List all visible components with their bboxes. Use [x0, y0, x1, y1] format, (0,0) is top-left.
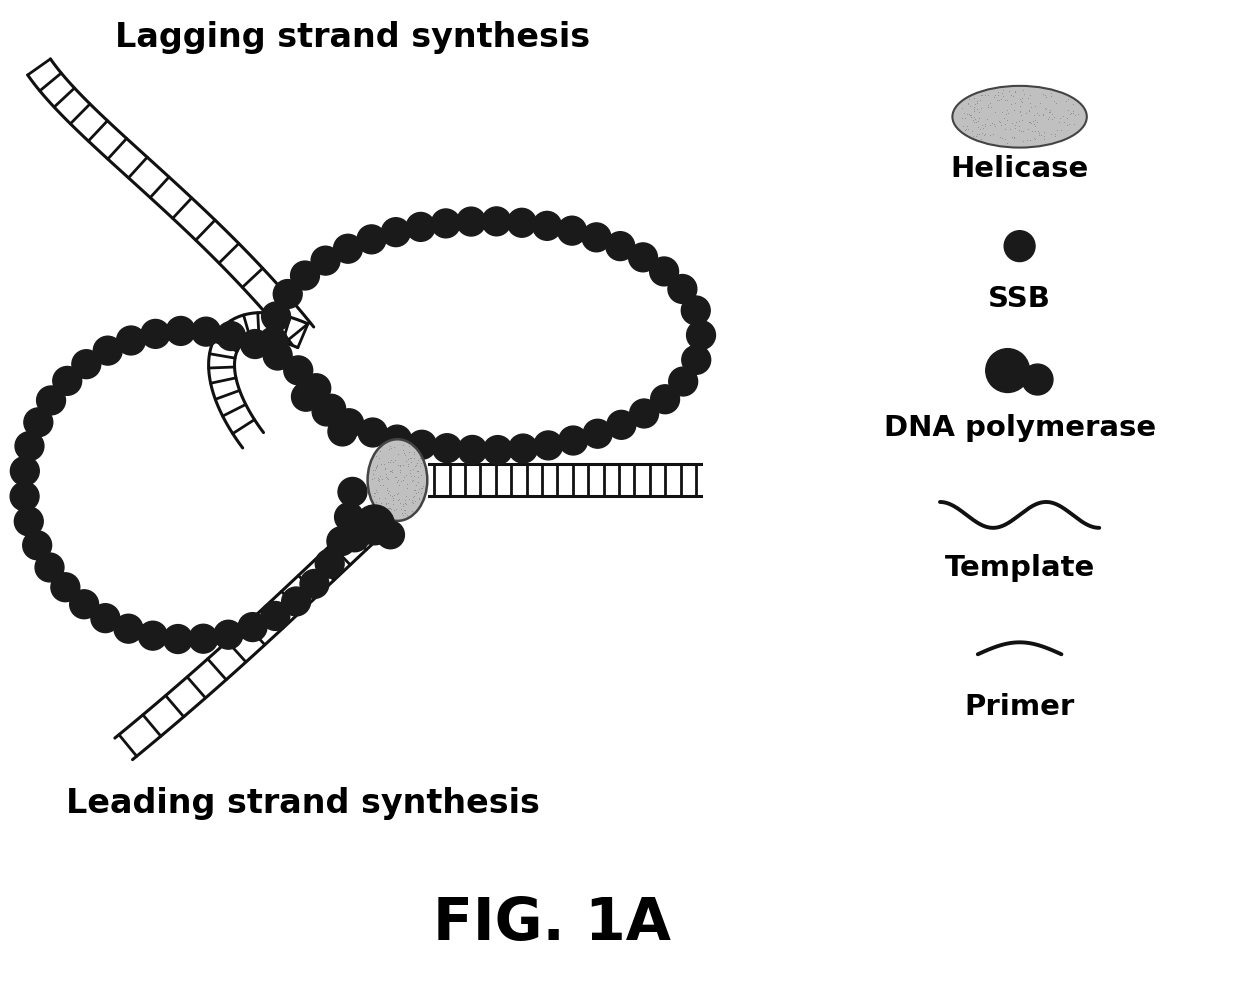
Circle shape — [335, 503, 363, 532]
Circle shape — [327, 527, 356, 555]
Circle shape — [93, 337, 123, 365]
Circle shape — [91, 604, 120, 633]
Text: Primer: Primer — [965, 693, 1075, 721]
Circle shape — [484, 436, 512, 464]
Circle shape — [508, 435, 537, 463]
Circle shape — [407, 213, 435, 242]
Circle shape — [263, 342, 293, 370]
Text: Lagging strand synthesis: Lagging strand synthesis — [115, 21, 590, 53]
Circle shape — [316, 394, 346, 423]
Circle shape — [238, 613, 267, 642]
Circle shape — [262, 302, 290, 331]
Circle shape — [339, 477, 367, 506]
Circle shape — [327, 417, 357, 446]
Text: Leading strand synthesis: Leading strand synthesis — [66, 787, 539, 820]
Circle shape — [606, 411, 636, 440]
Circle shape — [215, 621, 243, 649]
Circle shape — [433, 434, 461, 462]
Text: Helicase: Helicase — [951, 155, 1089, 183]
Circle shape — [432, 209, 460, 238]
Circle shape — [533, 212, 562, 241]
Circle shape — [681, 296, 711, 325]
Text: DNA polymerase: DNA polymerase — [884, 414, 1156, 443]
Circle shape — [311, 247, 340, 275]
Circle shape — [273, 279, 303, 309]
Circle shape — [458, 436, 487, 464]
Circle shape — [72, 349, 100, 378]
Circle shape — [358, 418, 387, 446]
Circle shape — [507, 208, 536, 238]
Circle shape — [15, 432, 43, 460]
Ellipse shape — [367, 440, 428, 521]
Circle shape — [383, 425, 412, 454]
Circle shape — [558, 216, 587, 246]
Circle shape — [606, 232, 635, 260]
Circle shape — [668, 367, 698, 396]
Circle shape — [583, 420, 613, 448]
Circle shape — [300, 569, 329, 598]
Circle shape — [377, 521, 404, 548]
Circle shape — [682, 346, 711, 374]
Circle shape — [37, 386, 66, 415]
Circle shape — [139, 622, 167, 650]
Circle shape — [340, 522, 370, 551]
Circle shape — [687, 321, 715, 349]
Circle shape — [259, 327, 288, 356]
Circle shape — [312, 397, 341, 426]
Circle shape — [290, 261, 320, 290]
Ellipse shape — [952, 86, 1086, 148]
Circle shape — [166, 317, 195, 346]
Circle shape — [357, 225, 386, 253]
Circle shape — [456, 207, 486, 236]
Circle shape — [24, 408, 53, 437]
Circle shape — [408, 431, 436, 459]
Circle shape — [315, 549, 345, 578]
Circle shape — [192, 317, 221, 346]
Circle shape — [53, 366, 82, 395]
Circle shape — [241, 330, 269, 358]
Circle shape — [534, 431, 563, 459]
Circle shape — [260, 602, 290, 631]
Circle shape — [334, 235, 362, 263]
Circle shape — [114, 614, 143, 644]
Circle shape — [482, 207, 511, 236]
Text: FIG. 1A: FIG. 1A — [433, 895, 671, 951]
Circle shape — [51, 573, 79, 602]
Circle shape — [986, 348, 1029, 392]
Circle shape — [1022, 364, 1053, 395]
Circle shape — [35, 553, 64, 582]
Circle shape — [164, 625, 192, 653]
Text: Template: Template — [945, 553, 1095, 582]
Circle shape — [10, 456, 40, 485]
Circle shape — [69, 590, 98, 619]
Circle shape — [217, 322, 246, 350]
Text: SSB: SSB — [988, 285, 1052, 313]
Circle shape — [355, 505, 394, 545]
Circle shape — [281, 587, 310, 616]
Circle shape — [117, 326, 145, 355]
Circle shape — [559, 426, 588, 455]
Circle shape — [335, 409, 363, 438]
Circle shape — [284, 356, 312, 385]
Circle shape — [629, 243, 657, 272]
Circle shape — [630, 399, 658, 428]
Circle shape — [1004, 231, 1035, 261]
Circle shape — [382, 218, 410, 247]
Circle shape — [651, 385, 680, 414]
Circle shape — [22, 531, 52, 559]
Circle shape — [188, 625, 218, 653]
Circle shape — [650, 257, 678, 286]
Circle shape — [141, 320, 170, 348]
Circle shape — [10, 482, 38, 511]
Circle shape — [668, 274, 697, 303]
Circle shape — [291, 382, 320, 411]
Circle shape — [301, 374, 331, 403]
Circle shape — [582, 223, 611, 251]
Circle shape — [15, 507, 43, 536]
